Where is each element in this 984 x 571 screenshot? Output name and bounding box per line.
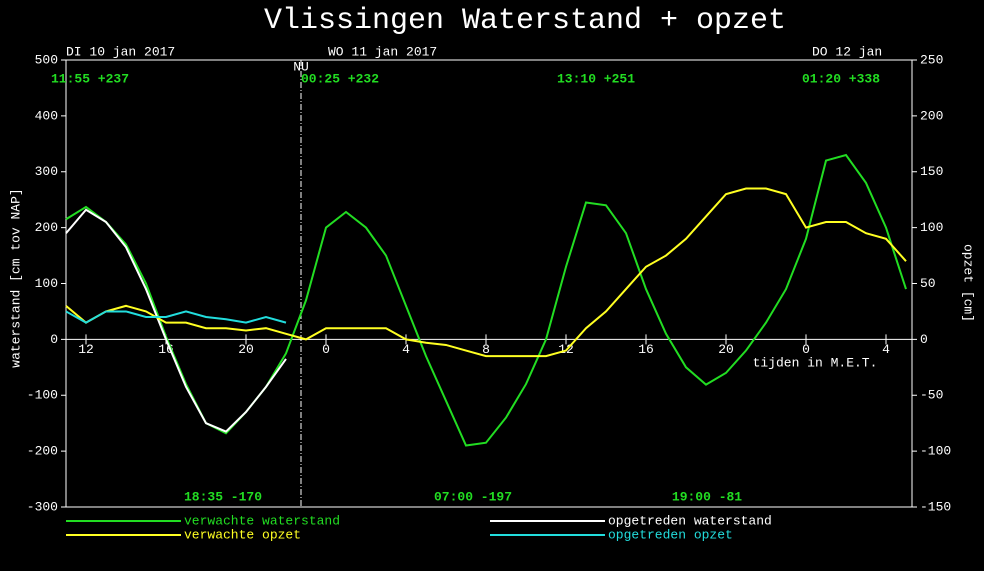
x-tick-label: 4 [882,342,890,357]
y2-tick-label: -100 [920,444,951,459]
annotation: 11:55 +237 [51,71,129,86]
y-tick-label: 400 [35,108,58,123]
now-label: NU [293,59,309,74]
y2-tick-label: 0 [920,332,928,347]
legend-label: verwachte waterstand [184,513,340,528]
chart-title: Vlissingen Waterstand + opzet [264,4,786,38]
y2-tick-label: 150 [920,164,943,179]
y2-tick-label: 200 [920,108,943,123]
x-axis-label: tijden in M.E.T. [753,355,878,370]
y-tick-label: 100 [35,276,58,291]
date-label: DI 10 jan 2017 [66,44,175,59]
date-label: DO 12 jan [812,44,882,59]
x-tick-label: 0 [322,342,330,357]
y-tick-label: -300 [27,499,58,514]
annotation: 19:00 -81 [672,489,742,504]
y2-tick-label: -50 [920,388,943,403]
annotation: 13:10 +251 [557,71,635,86]
y-tick-label: 0 [50,332,58,347]
x-tick-label: 20 [238,342,254,357]
y2-tick-label: -150 [920,499,951,514]
y2-tick-label: 250 [920,52,943,67]
x-tick-label: 16 [638,342,654,357]
annotation: 01:20 +338 [802,71,880,86]
x-tick-label: 8 [482,342,490,357]
y2-axis-label: opzet [cm] [961,244,976,322]
annotation: 07:00 -197 [434,489,512,504]
series-line [65,153,907,447]
x-tick-label: 4 [402,342,410,357]
annotation: 00:25 +232 [301,71,379,86]
x-tick-label: 20 [718,342,734,357]
y-tick-label: 200 [35,220,58,235]
y-axis-label: waterstand [cm tov NAP] [8,188,23,367]
legend-label: verwachte opzet [184,527,301,542]
x-tick-label: 0 [802,342,810,357]
series-line [65,310,287,324]
legend-label: opgetreden waterstand [608,513,772,528]
y-tick-label: -100 [27,388,58,403]
series-line [65,187,907,358]
y2-tick-label: 100 [920,220,943,235]
date-label: WO 11 jan 2017 [328,44,437,59]
y-tick-label: 300 [35,164,58,179]
y-tick-label: -200 [27,444,58,459]
annotation: 18:35 -170 [184,489,262,504]
legend-label: opgetreden opzet [608,527,733,542]
y-tick-label: 500 [35,52,58,67]
y2-tick-label: 50 [920,276,936,291]
x-tick-label: 12 [78,342,94,357]
series-line [65,208,287,433]
